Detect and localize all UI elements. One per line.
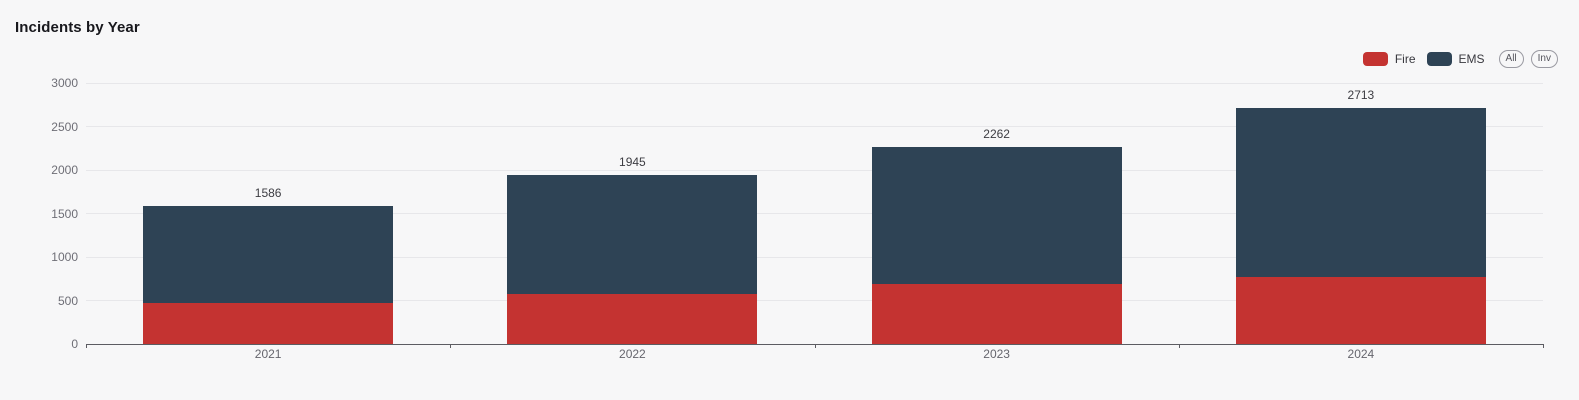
bar-segment-ems-2023[interactable]	[871, 147, 1122, 284]
x-axis-tick-label: 2023	[983, 347, 1010, 361]
filter-inv-button[interactable]: Inv	[1530, 49, 1558, 68]
y-axis-tick-label: 2500	[51, 119, 78, 134]
y-axis-tick-label: 2000	[51, 163, 78, 177]
legend-label-ems: EMS	[1458, 51, 1485, 66]
ems-swatch-icon	[1426, 51, 1452, 66]
bar-total-label: 1586	[254, 186, 282, 201]
x-axis-tick-label: 2022	[619, 347, 646, 361]
fire-swatch-icon	[1362, 51, 1388, 66]
y-axis-tick-label: 0	[71, 337, 78, 351]
x-axis-tick-mark	[450, 344, 452, 348]
bar-segment-ems-2022[interactable]	[507, 174, 758, 294]
gridline-1000	[86, 256, 1543, 258]
x-axis-tick-label: 2021	[254, 347, 282, 361]
x-axis-tick-mark	[814, 344, 816, 348]
legend-label-fire: Fire	[1394, 51, 1416, 66]
legend-item-ems[interactable]: EMS	[1426, 51, 1485, 66]
bar-segment-ems-2021[interactable]	[143, 206, 394, 303]
x-axis-tick-mark	[1543, 344, 1544, 348]
filter-all-button[interactable]: All	[1498, 49, 1524, 68]
legend-item-fire[interactable]: Fire	[1362, 51, 1416, 66]
gridline-2000	[86, 169, 1543, 171]
bar-segment-fire-2022[interactable]	[507, 293, 758, 344]
gridline-3000	[86, 82, 1543, 84]
bar-total-label: 2262	[983, 127, 1010, 142]
x-axis-tick-mark	[86, 344, 87, 348]
gridline-2500	[86, 126, 1543, 127]
legend-filter-buttons: All Inv	[1498, 49, 1558, 68]
bar-segment-ems-2024[interactable]	[1235, 107, 1486, 277]
y-axis-tick-label: 1000	[51, 250, 78, 264]
bar-total-label: 1945	[619, 154, 646, 169]
gridline-1500	[86, 213, 1543, 214]
x-axis-tick-mark	[1178, 344, 1180, 348]
chart-title: Incidents by Year	[15, 19, 140, 36]
y-axis-tick-label: 1500	[51, 206, 78, 221]
bar-segment-fire-2023[interactable]	[871, 283, 1122, 344]
bar-total-label: 2713	[1347, 87, 1375, 102]
x-axis-tick-label: 2024	[1347, 347, 1375, 361]
bar-segment-fire-2021[interactable]	[143, 302, 394, 344]
gridline-500	[86, 300, 1543, 301]
y-axis-tick-label: 3000	[51, 76, 78, 90]
y-axis-tick-label: 500	[57, 293, 78, 308]
bar-segment-fire-2024[interactable]	[1235, 277, 1486, 344]
chart-legend: Fire EMS All Inv	[1362, 49, 1558, 68]
